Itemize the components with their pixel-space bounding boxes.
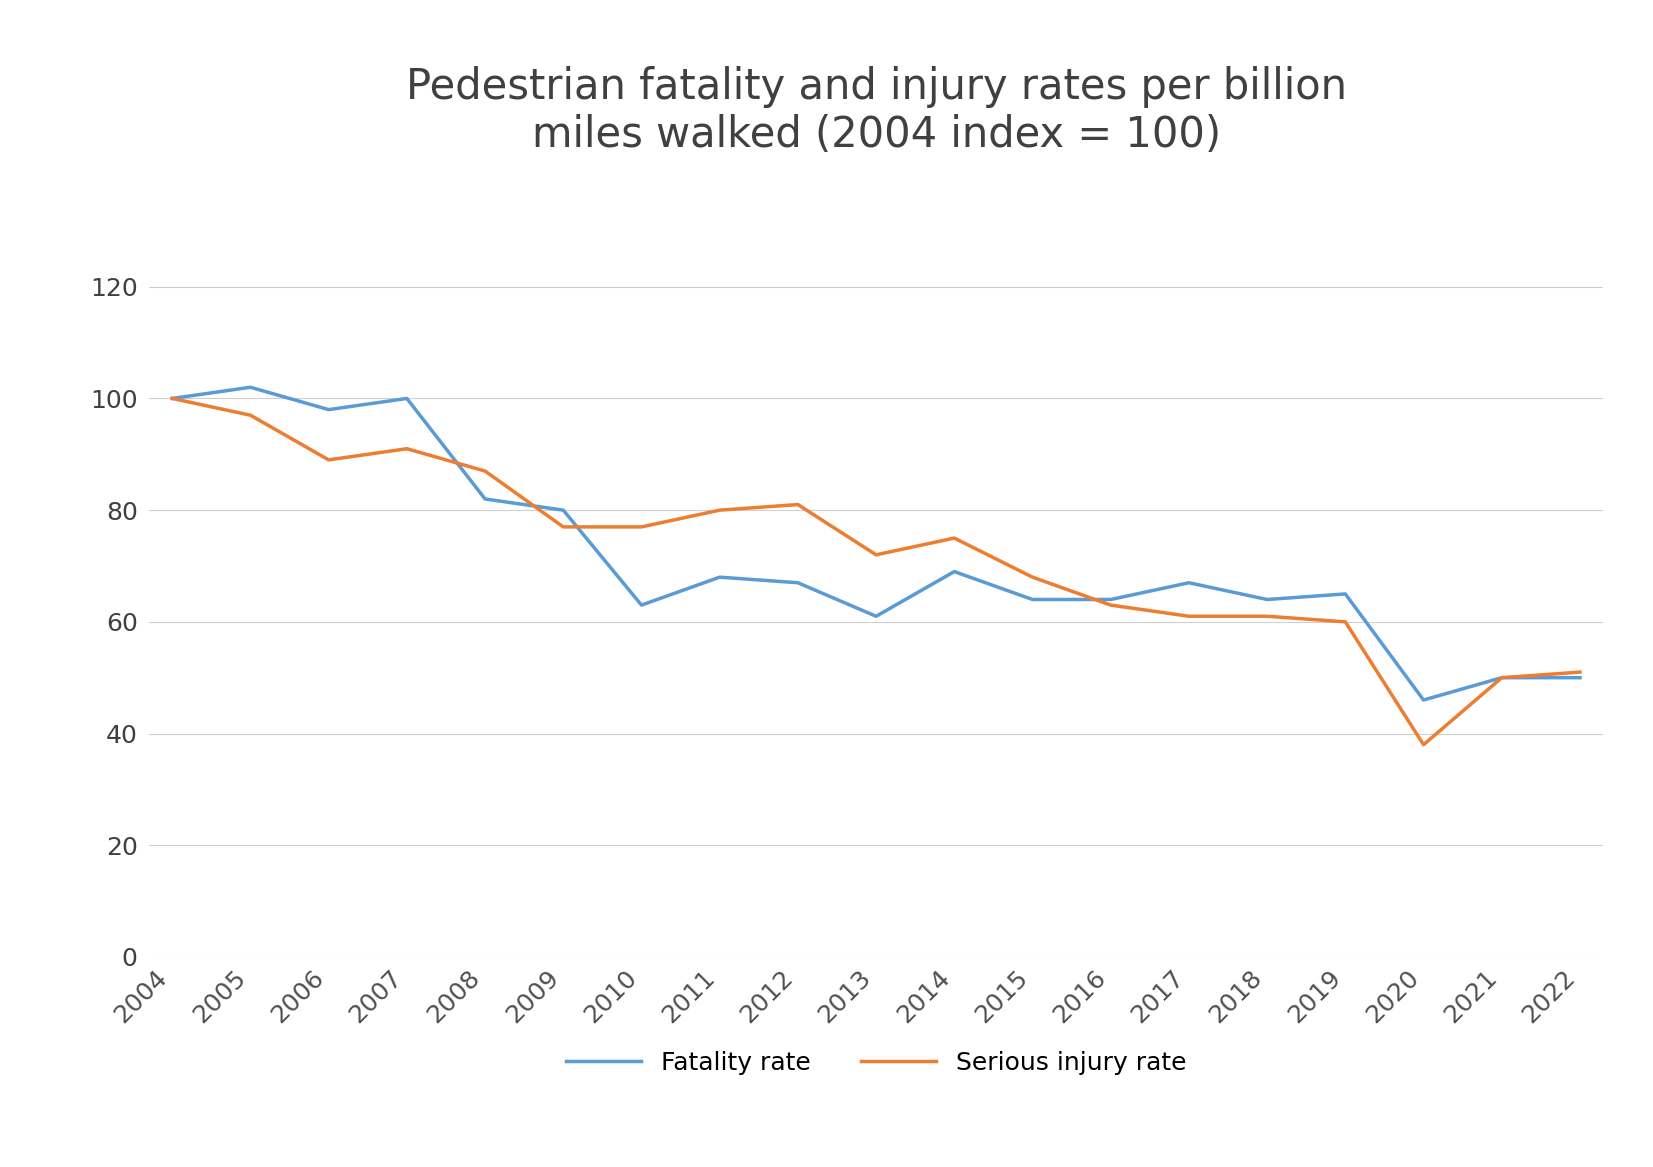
Serious injury rate: [788, 497, 808, 511]
Fatality rate: [1570, 671, 1590, 685]
Fatality rate: [1336, 587, 1355, 601]
Serious injury rate: [554, 520, 574, 534]
Serious injury rate: [1570, 665, 1590, 679]
Fatality rate: [866, 609, 886, 623]
Serious injury rate: [397, 442, 417, 456]
Serious injury rate: [709, 503, 729, 517]
Fatality rate: [1179, 575, 1198, 589]
Fatality rate: [631, 598, 651, 612]
Fatality rate: [944, 565, 964, 579]
Fatality rate: [241, 380, 261, 394]
Line: Fatality rate: Fatality rate: [172, 387, 1580, 700]
Serious injury rate: [241, 408, 261, 422]
Serious injury rate: [1258, 609, 1278, 623]
Fatality rate: [709, 571, 729, 585]
Fatality rate: [1023, 593, 1043, 607]
Fatality rate: [1101, 593, 1121, 607]
Serious injury rate: [944, 531, 964, 545]
Title: Pedestrian fatality and injury rates per billion
miles walked (2004 index = 100): Pedestrian fatality and injury rates per…: [405, 65, 1347, 156]
Serious injury rate: [866, 547, 886, 561]
Line: Serious injury rate: Serious injury rate: [172, 398, 1580, 745]
Fatality rate: [319, 403, 339, 417]
Fatality rate: [397, 391, 417, 405]
Serious injury rate: [1413, 738, 1433, 752]
Serious injury rate: [162, 391, 182, 405]
Serious injury rate: [474, 464, 494, 478]
Serious injury rate: [1101, 598, 1121, 612]
Fatality rate: [162, 391, 182, 405]
Serious injury rate: [1336, 615, 1355, 629]
Serious injury rate: [1179, 609, 1198, 623]
Fatality rate: [474, 492, 494, 506]
Serious injury rate: [1491, 671, 1511, 685]
Serious injury rate: [1023, 571, 1043, 585]
Serious injury rate: [319, 453, 339, 467]
Fatality rate: [1413, 693, 1433, 707]
Serious injury rate: [631, 520, 651, 534]
Fatality rate: [788, 575, 808, 589]
Fatality rate: [554, 503, 574, 517]
Fatality rate: [1258, 593, 1278, 607]
Fatality rate: [1491, 671, 1511, 685]
Legend: Fatality rate, Serious injury rate: Fatality rate, Serious injury rate: [555, 1041, 1197, 1085]
